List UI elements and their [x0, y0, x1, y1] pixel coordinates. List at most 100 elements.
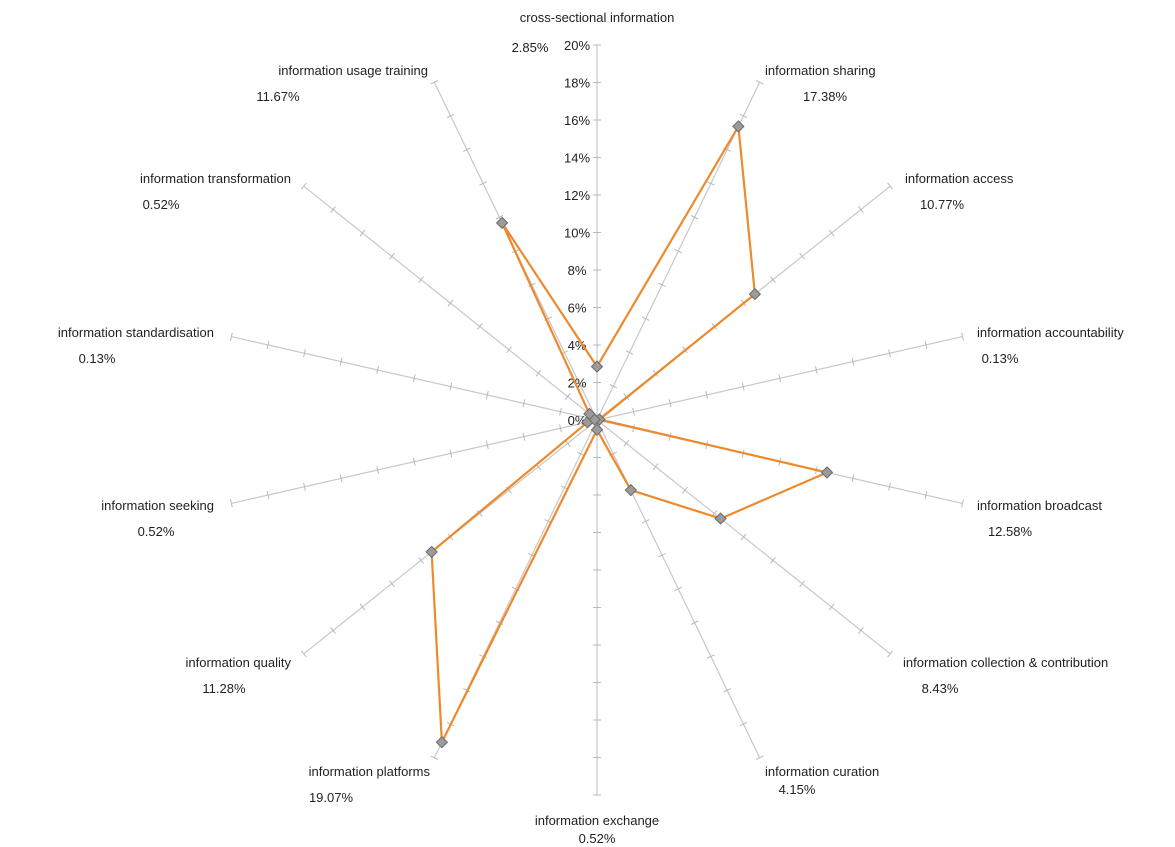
tick-mark [961, 499, 964, 508]
tick-mark [723, 688, 732, 693]
tick-mark [632, 407, 635, 416]
tick-mark [559, 424, 562, 433]
tick-mark [770, 556, 776, 564]
tick-mark [739, 721, 748, 727]
category-label: information platforms [309, 764, 431, 779]
data-point-marker [590, 360, 604, 373]
tick-mark [479, 181, 487, 186]
tick-mark [412, 457, 416, 466]
tick-mark [462, 147, 471, 152]
tick-mark [652, 463, 659, 471]
tick-mark [851, 357, 855, 366]
tick-mark [828, 229, 835, 237]
tick-mark [447, 299, 454, 307]
tick-mark [658, 282, 666, 288]
tick-label: 8% [568, 263, 587, 278]
tick-mark [303, 482, 306, 491]
tick-mark [359, 603, 366, 611]
tick-mark [888, 482, 891, 491]
category-label: information collection & contribution [903, 655, 1108, 670]
value-label: 0.52% [143, 197, 180, 212]
tick-mark [388, 252, 395, 260]
tick-label: 12% [564, 188, 590, 203]
tick-mark [887, 182, 894, 190]
data-series [425, 120, 834, 749]
tick-mark [412, 374, 416, 383]
tick-mark [658, 552, 666, 558]
category-label: information exchange [535, 813, 659, 828]
category-label: information sharing [765, 63, 876, 78]
tick-mark [741, 382, 745, 391]
data-point-marker [748, 287, 762, 301]
tick-mark [376, 466, 379, 475]
tick-mark [924, 491, 928, 500]
tick-mark [690, 215, 699, 220]
tick-label: 18% [564, 76, 590, 91]
tick-mark [609, 384, 618, 389]
tick-mark [799, 252, 806, 260]
category-label: information curation [765, 764, 879, 779]
tick-mark [266, 491, 270, 500]
tick-mark [858, 626, 864, 634]
tick-mark [528, 282, 536, 288]
tick-mark [376, 365, 379, 374]
tick-mark [535, 369, 542, 377]
category-label: information accountability [977, 325, 1124, 340]
tick-mark [888, 349, 891, 358]
tick-mark [495, 215, 504, 220]
tick-mark [418, 556, 424, 564]
tick-label: 0% [568, 413, 587, 428]
tick-mark [485, 390, 489, 400]
tick-mark [300, 182, 307, 190]
tick-mark [446, 113, 455, 119]
tick-mark [576, 451, 585, 456]
tick-mark [303, 349, 306, 358]
tick-mark [330, 206, 336, 214]
value-label: 11.28% [202, 681, 246, 696]
tick-mark [641, 519, 650, 524]
radial-tick-labels: 0%2%4%6%8%10%12%14%16%18%20% [564, 38, 590, 428]
tick-mark [625, 350, 634, 355]
tick-mark [559, 407, 562, 416]
tick-mark [924, 340, 928, 349]
tick-label: 6% [568, 301, 587, 316]
tick-mark [430, 79, 439, 85]
data-point-marker [714, 512, 727, 525]
tick-mark [300, 650, 307, 658]
tick-mark [230, 499, 233, 508]
tick-mark [641, 316, 650, 321]
tick-label: 10% [564, 226, 590, 241]
tick-mark [851, 474, 855, 483]
tick-mark [388, 580, 395, 588]
tick-mark [330, 626, 336, 634]
tick-mark [707, 654, 715, 659]
tick-mark [339, 474, 343, 483]
data-point-marker [820, 466, 834, 479]
tick-mark [674, 248, 683, 254]
value-label: 8.43% [922, 681, 959, 696]
tick-mark [682, 486, 688, 494]
tick-mark [266, 340, 270, 349]
category-label: information usage training [278, 63, 428, 78]
series-line [430, 125, 829, 744]
tick-mark [476, 510, 483, 518]
value-label: 12.58% [988, 524, 1033, 539]
value-label: 0.13% [982, 351, 1019, 366]
tick-mark [961, 332, 964, 341]
tick-mark [449, 382, 453, 391]
tick-label: 16% [564, 113, 590, 128]
value-label: 4.15% [779, 782, 816, 797]
data-point-marker [495, 216, 509, 230]
data-point-marker [425, 545, 438, 559]
tick-mark [815, 365, 818, 374]
data-point-marker [583, 407, 596, 421]
data-point-marker [732, 120, 745, 133]
tick-mark [705, 390, 709, 400]
tick-mark [485, 440, 489, 450]
data-point-marker [435, 735, 449, 749]
tick-mark [887, 650, 894, 658]
tick-mark [799, 580, 806, 588]
tick-mark [770, 276, 776, 284]
category-labels: cross-sectional information 2.85% informat… [58, 10, 1124, 846]
